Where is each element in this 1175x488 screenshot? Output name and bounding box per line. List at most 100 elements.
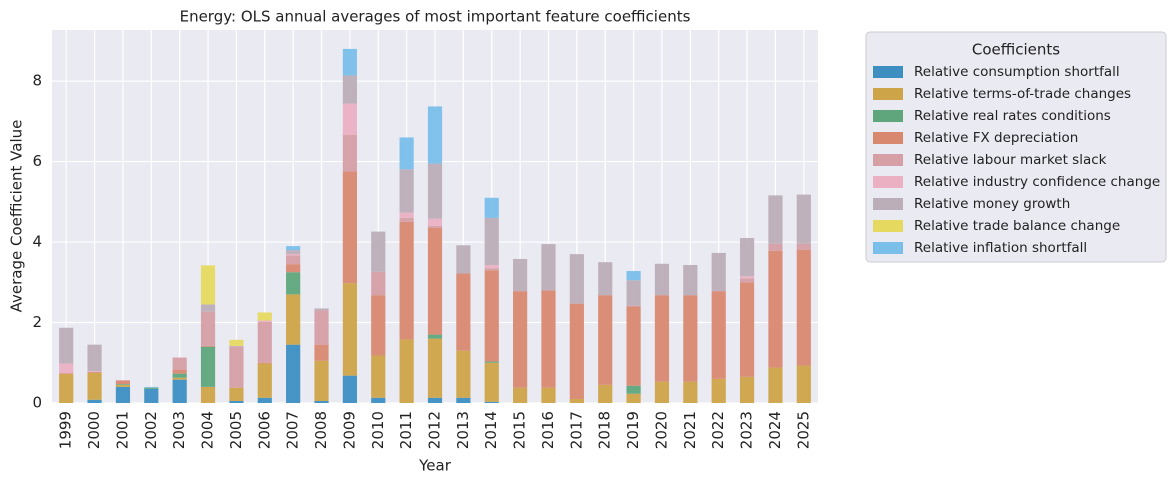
y-tick-label: 4 [32,233,42,251]
bar-segment [59,374,74,403]
x-tick-label: 2013 [454,411,472,449]
bar-segment [569,398,584,403]
bar-segment [683,264,698,296]
x-tick-label: 2008 [312,411,330,449]
bar-segment [257,362,272,364]
bar-segment [229,339,244,346]
bar-segment [314,400,329,403]
bar-segment [172,377,187,380]
bar-segment [59,327,74,364]
bar-segment [144,387,159,389]
x-tick-label: 2015 [511,411,529,449]
bar-segment [286,272,301,295]
bar-segment [626,306,641,386]
bar-segment [399,169,414,213]
bar-segment [200,345,216,347]
bar-segment [768,195,783,244]
bar-segment [427,397,443,403]
bar-segment [541,290,556,388]
bar-segment [286,264,301,273]
bar-segment [626,280,641,306]
bar-segment [200,304,216,312]
legend-label: Relative real rates conditions [914,108,1111,124]
bar-segment [371,295,386,356]
bar-segment [796,194,811,244]
bar-segment [484,362,499,402]
bar-segment [229,346,244,388]
x-tick-label: 2000 [85,411,103,449]
bar-segment [87,372,102,400]
bar-segment [484,217,499,265]
bar-segment [115,380,131,385]
x-tick-label: 2024 [766,411,784,449]
bar-segment [229,387,244,401]
bar-segment [569,254,584,304]
bar-segment [172,357,187,370]
bar-segment [513,387,528,403]
bar-segment [59,363,74,374]
bar-segment [286,246,301,251]
chart-title: Energy: OLS annual averages of most impo… [180,8,691,26]
legend-label: Relative industry confidence change [914,174,1160,190]
bar-segment [87,372,102,373]
bar-segment [314,344,329,361]
bar-segment [257,312,272,321]
bar-segment [399,339,414,403]
bar-segment [484,268,499,271]
bar-segment [739,376,755,403]
legend-label: Relative inflation shortfall [914,240,1087,256]
bar-segment [144,388,159,403]
x-tick-label: 2019 [624,411,642,449]
bar-segment [399,137,414,170]
bar-segment [427,106,443,164]
x-tick-label: 2010 [369,411,387,449]
bar-segment [427,218,443,226]
bar-segment [115,386,131,403]
bar-segment [427,334,443,339]
bar-segment [371,397,386,403]
bar-segment [342,48,357,76]
bar-segment [484,264,499,269]
x-tick-label: 2020 [652,411,670,449]
x-tick-label: 2007 [284,411,302,449]
bar-segment [541,244,556,291]
bar-segment [200,311,216,346]
bar-segment [314,310,329,345]
bar-segment [654,263,670,296]
x-tick-label: 2014 [482,411,500,449]
bar-segment [286,250,301,255]
y-tick-label: 0 [32,394,42,412]
legend-label: Relative consumption shortfall [914,64,1120,80]
bar-segment [257,321,272,363]
bar-segment [768,250,783,368]
bar-segment [711,252,726,292]
y-axis-label: Average Coefficient Value [8,120,26,313]
bar-segment [427,225,443,228]
bar-segment [513,291,528,388]
bar-segment [200,346,216,387]
bar-segment [286,254,301,256]
legend-label: Relative labour market slack [914,152,1107,168]
bar-segment [342,375,357,403]
legend-title: Coefficients [972,41,1060,59]
bar-segment [598,295,613,385]
y-tick-label: 6 [32,152,42,170]
bar-segment [427,163,443,219]
legend-swatch [873,66,903,78]
bar-segment [739,278,755,283]
legend-label: Relative FX depreciation [914,130,1078,146]
bar-segment [314,360,329,401]
bar-segment [513,258,528,292]
bar-segment [456,397,471,403]
x-tick-label: 2021 [681,411,699,449]
bar-segment [683,295,698,382]
x-tick-label: 2004 [199,411,217,449]
bar-segment [87,344,102,372]
bar-segment [456,245,471,274]
x-tick-label: 2018 [596,411,614,449]
bar-segment [257,397,272,403]
bar-segment [87,371,102,373]
bar-segment [456,350,471,398]
x-tick-label: 2005 [227,411,245,449]
bar-segment [87,399,102,403]
